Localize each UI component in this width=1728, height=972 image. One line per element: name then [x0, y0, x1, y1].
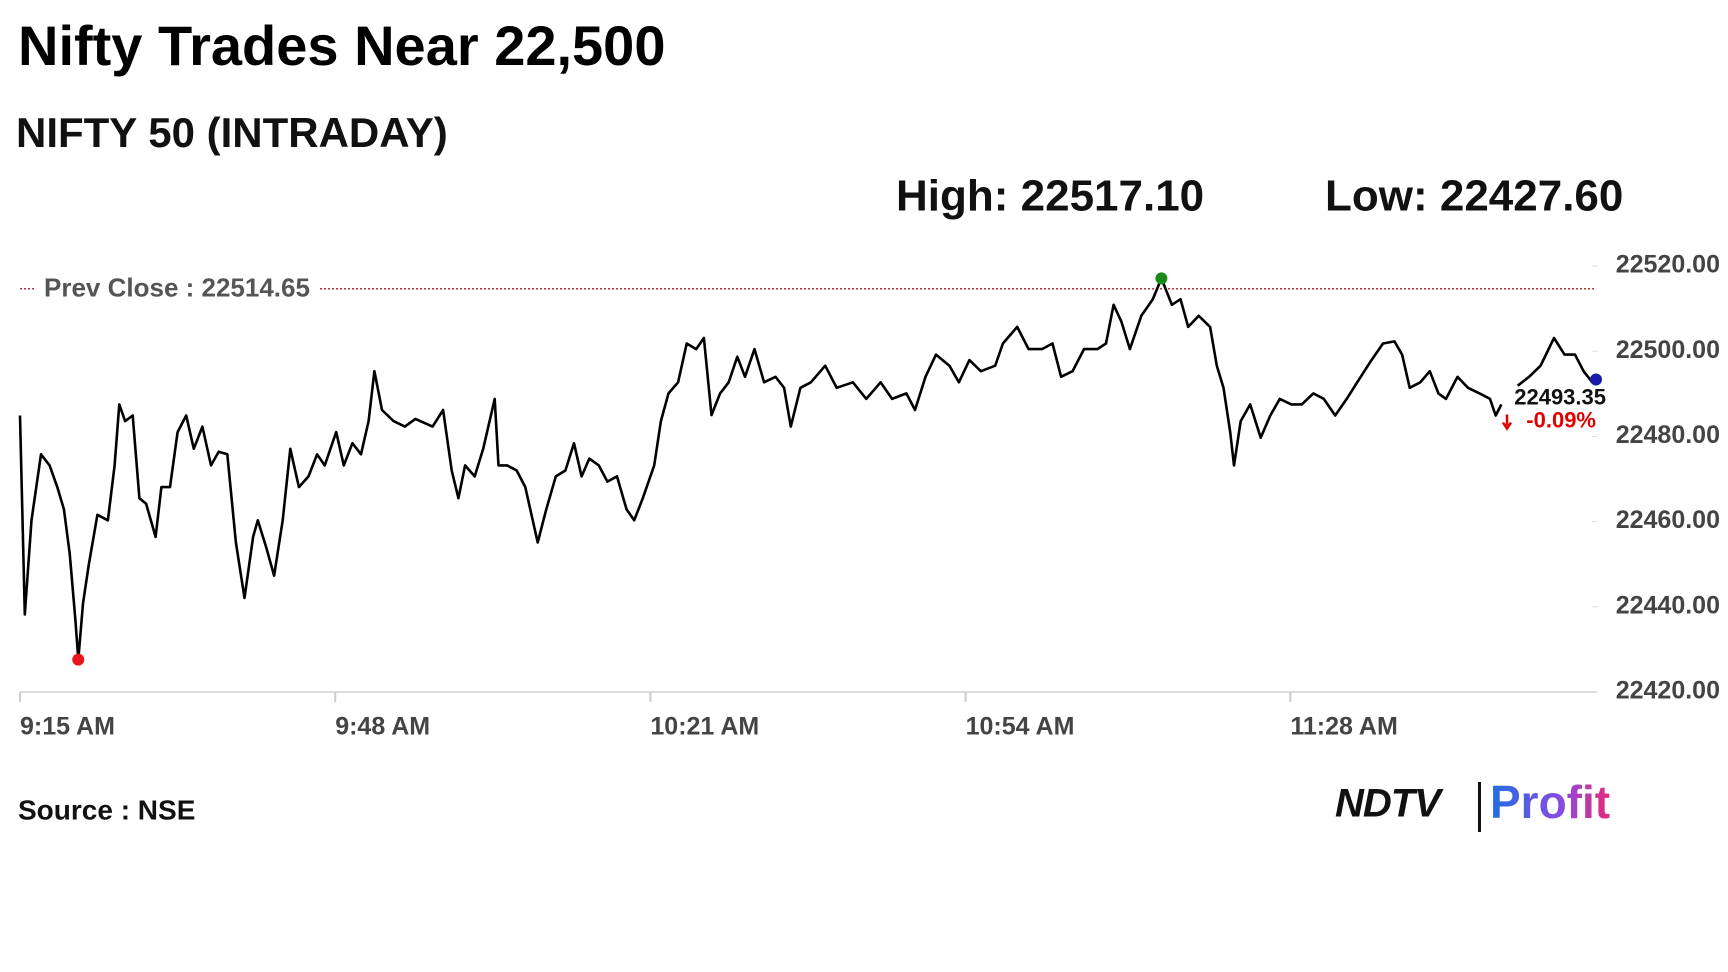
logo-profit: Profit — [1490, 776, 1610, 828]
y-tick-label: 22460.00 — [1616, 506, 1720, 534]
high-label: High: 22517.10 — [896, 172, 1204, 221]
down-arrow — [1501, 414, 1513, 431]
last-price-label: 22493.35 — [1514, 384, 1606, 409]
logo-ndtv: NDTV — [1335, 782, 1444, 826]
x-tick-label: 9:48 AM — [335, 713, 430, 741]
price-line — [18, 277, 1597, 661]
x-tick-label: 10:54 AM — [966, 713, 1075, 741]
y-tick-label: 22520.00 — [1616, 251, 1720, 279]
x-tick-label: 9:15 AM — [20, 713, 115, 741]
change-label: -0.09% — [1526, 407, 1596, 432]
prev-close-label: Prev Close : 22514.65 — [44, 273, 310, 303]
chart-subtitle: NIFTY 50 (INTRADAY) — [16, 109, 448, 156]
low-label: Low: 22427.60 — [1325, 172, 1623, 221]
y-tick-label: 22500.00 — [1616, 336, 1720, 364]
x-tick-label: 11:28 AM — [1290, 713, 1397, 741]
x-tick-label: 10:21 AM — [650, 713, 759, 741]
y-tick-label: 22420.00 — [1616, 677, 1720, 705]
high-dot — [1155, 272, 1168, 285]
y-tick-label: 22480.00 — [1616, 421, 1720, 449]
logo-divider — [1478, 782, 1481, 832]
source: Source : NSE — [18, 794, 195, 825]
prev-close-label-bg — [36, 270, 318, 305]
last-dot — [1590, 373, 1602, 386]
low-dot — [72, 653, 85, 666]
chart-title: Nifty Trades Near 22,500 — [18, 14, 665, 77]
y-tick-label: 22440.00 — [1616, 591, 1720, 619]
